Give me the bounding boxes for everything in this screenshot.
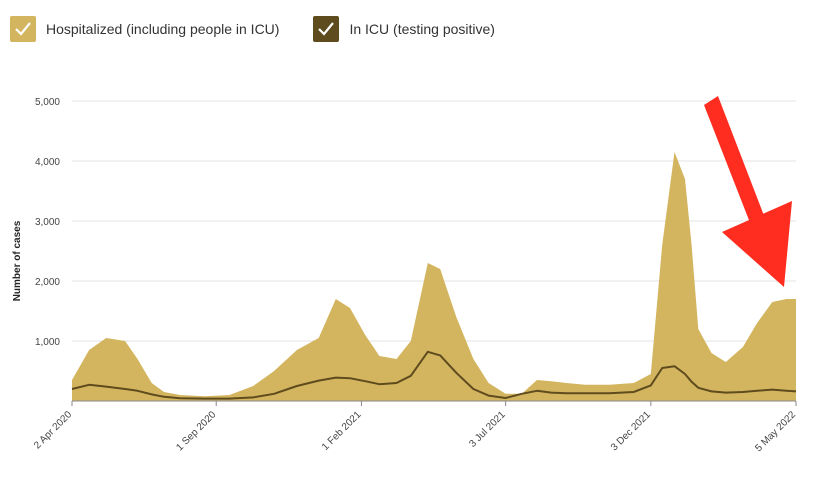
annotation-arrow [704,96,792,287]
y-tick-label: 1,000 [35,337,60,348]
legend-label-icu: In ICU (testing positive) [349,21,495,37]
x-tick-label: 3 Jul 2021 [467,409,508,450]
y-axis-label: Number of cases [12,220,23,301]
check-icon[interactable] [10,16,36,42]
y-tick-label: 3,000 [35,217,60,228]
arrow-head [722,201,792,287]
legend-label-hospitalized: Hospitalized (including people in ICU) [46,21,280,37]
series-icu-line [71,350,797,400]
arrow-shaft [704,96,768,233]
y-tick-label: 4,000 [35,157,60,168]
y-tick-label: 2,000 [35,277,60,288]
series-hospitalized-area [72,152,796,401]
x-tick-labels: 2 Apr 2020 1 Sep 2020 1 Feb 2021 3 Jul 2021… [32,401,798,454]
x-tick-label: 3 Dec 2021 [609,409,653,453]
x-tick-label: 2 Apr 2020 [32,409,74,451]
legend-item-hospitalized[interactable]: Hospitalized (including people in ICU) [10,16,279,42]
x-tick-label: 5 May 2022 [753,409,798,454]
check-icon[interactable] [313,16,340,42]
legend-item-icu[interactable]: In ICU (testing positive) [313,16,495,42]
y-tick-labels: 1,000 2,000 3,000 4,000 5,000 [35,97,60,348]
x-tick-label: 1 Sep 2020 [174,409,218,453]
legend: Hospitalized (including people in ICU) I… [10,16,529,42]
x-tick-label: 1 Feb 2021 [320,409,364,453]
y-tick-label: 5,000 [35,97,60,108]
